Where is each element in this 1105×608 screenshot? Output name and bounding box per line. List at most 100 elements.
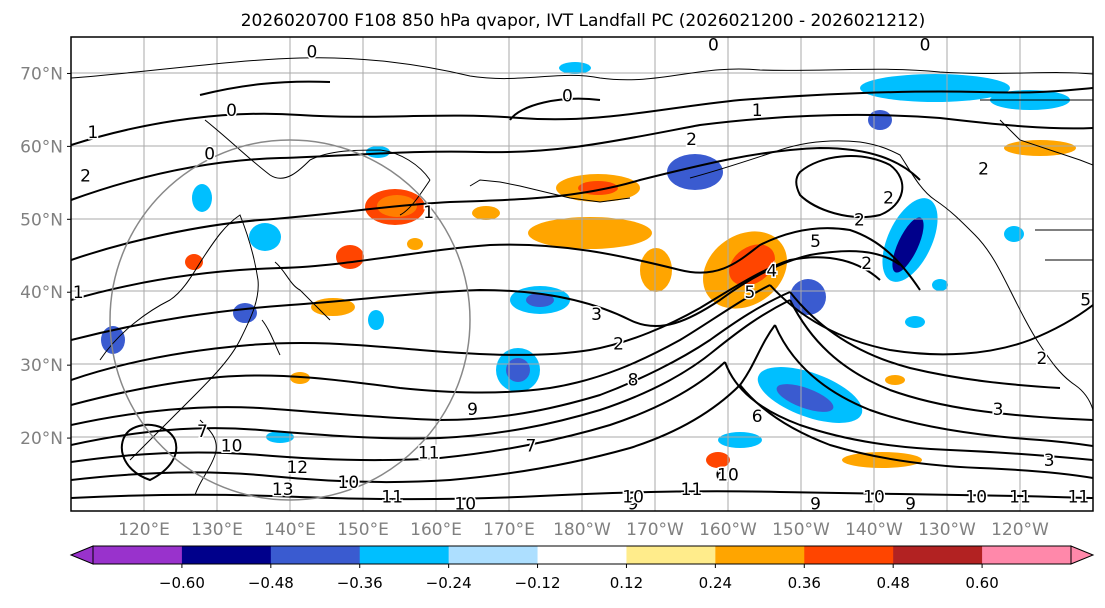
- contour-label: 9: [628, 495, 639, 515]
- contour-label: 11: [418, 444, 440, 464]
- positive-anomaly-patch: [706, 452, 730, 468]
- contour-label: 0: [562, 86, 573, 106]
- contour-label: 12: [286, 458, 308, 478]
- contour-label: 7: [525, 436, 536, 456]
- contour-label: 2: [80, 167, 91, 187]
- lat-tick-label: 70°N: [20, 64, 63, 84]
- colorbar-extend-high: [1070, 545, 1095, 565]
- contour-label: 3: [591, 305, 602, 325]
- contour-label: 13: [272, 480, 294, 500]
- negative-anomaly-patch: [559, 62, 591, 74]
- lon-tick-label: 120°E: [118, 520, 170, 540]
- negative-anomaly-patch: [249, 223, 281, 251]
- lon-tick-label: 170°E: [483, 520, 535, 540]
- contour-label: 11: [381, 487, 403, 507]
- colorbar-segment: [804, 546, 894, 564]
- positive-anomaly-patch: [842, 452, 922, 468]
- positive-anomaly-patch: [885, 375, 905, 385]
- colorbar-segment: [715, 546, 805, 564]
- positive-anomaly-patch: [407, 238, 423, 250]
- contour-label: 10: [622, 487, 644, 507]
- region-outline-circle: [109, 139, 471, 501]
- colorbar: −0.60 −0.48 −0.36 −0.24 −0.12 0.12 0.24 0.36 0.4…: [69, 545, 1095, 592]
- colorbar-extend-low: [69, 545, 94, 565]
- contour-label: 5: [1080, 291, 1091, 311]
- negative-anomaly-patch: [892, 217, 924, 273]
- colorbar-tick-label: 0.12: [610, 574, 643, 592]
- contour-label: 0: [306, 43, 317, 63]
- positive-anomaly-patch: [290, 372, 310, 384]
- positive-anomaly-patch: [729, 244, 775, 286]
- contour-label: 2: [861, 254, 872, 274]
- lon-tick-label: 150°E: [337, 520, 389, 540]
- contour-label: 3: [1044, 451, 1055, 471]
- colorbar-tick-label: −0.60: [159, 574, 205, 592]
- colorbar-segment: [537, 546, 627, 564]
- contour-label: 1: [423, 203, 434, 223]
- contour-label: 10: [863, 487, 885, 507]
- contour-label: 6: [715, 466, 726, 486]
- contour-label: 5: [744, 283, 755, 303]
- negative-anomaly-patch: [366, 146, 390, 158]
- contour-label: 0: [204, 145, 215, 165]
- lat-tick-label: 40°N: [20, 283, 63, 303]
- colorbar-segment: [626, 546, 716, 564]
- lat-tick-label: 20°N: [20, 429, 63, 449]
- graticule: [71, 37, 1093, 511]
- contour-label: 10: [965, 487, 987, 507]
- chart-title: 2026020700 F108 850 hPa qvapor, IVT Land…: [241, 11, 926, 31]
- lon-tick-label: 130°W: [918, 520, 976, 540]
- contour-label: 0: [708, 35, 719, 55]
- contour-label: 0: [226, 101, 237, 121]
- lon-tick-label: 160°E: [410, 520, 462, 540]
- colorbar-tick-label: −0.12: [515, 574, 561, 592]
- contour-label: 1: [87, 123, 98, 143]
- colorbar-tick-label: 0.24: [699, 574, 732, 592]
- negative-anomaly-patch: [233, 303, 257, 323]
- lat-tick-label: 60°N: [20, 137, 63, 157]
- negative-anomaly-patch: [506, 358, 530, 382]
- negative-anomaly-patch: [790, 279, 826, 315]
- contour-label: 0: [920, 35, 931, 55]
- positive-anomaly-patch: [640, 248, 672, 292]
- negative-anomaly-patch: [368, 310, 384, 330]
- negative-anomaly-patch: [526, 293, 554, 307]
- contour-label: 2: [978, 159, 989, 179]
- lon-tick-label: 130°E: [191, 520, 243, 540]
- contour-label: 1: [73, 283, 84, 303]
- ivt-contours: [71, 80, 1093, 501]
- latitude-axis: 70°N 60°N 50°N 40°N 30°N 20°N: [20, 64, 71, 449]
- lon-tick-label: 160°W: [699, 520, 757, 540]
- colorbar-segment: [982, 546, 1072, 564]
- positive-anomaly-patch: [1004, 140, 1076, 156]
- contour-label: 10: [338, 473, 360, 493]
- lat-tick-label: 50°N: [20, 210, 63, 230]
- lon-tick-label: 170°W: [626, 520, 684, 540]
- negative-anomaly-patch: [860, 74, 1010, 102]
- contour-label: 2: [854, 210, 865, 230]
- positive-anomaly-patch: [336, 245, 364, 269]
- colorbar-tick-label: −0.24: [426, 574, 472, 592]
- contour-label: 11: [1068, 487, 1090, 507]
- negative-anomaly-patch: [192, 184, 212, 212]
- negative-anomaly-patch: [776, 384, 834, 412]
- contour-label: 2: [613, 334, 624, 354]
- contour-label: 8: [628, 371, 639, 391]
- contour-label: 11: [681, 480, 703, 500]
- map-frame: [70, 36, 1094, 512]
- contour-label: 3: [993, 400, 1004, 420]
- colorbar-tick-label: 0.48: [876, 574, 909, 592]
- negative-anomaly-patch: [932, 279, 948, 291]
- colorbar-segment: [270, 546, 361, 564]
- lon-tick-label: 120°W: [991, 520, 1049, 540]
- lon-tick-label: 140°W: [845, 520, 903, 540]
- contour-label: 4: [766, 261, 777, 281]
- contour-label: 10: [221, 436, 243, 456]
- colorbar-tick-label: 0.36: [788, 574, 821, 592]
- contour-label: 5: [810, 232, 821, 252]
- colorbar-tick-label: −0.48: [248, 574, 294, 592]
- positive-anomaly-patch: [528, 217, 652, 249]
- colorbar-segment: [93, 546, 183, 564]
- positive-anomaly-patch: [472, 206, 500, 220]
- contour-label: 7: [197, 422, 208, 442]
